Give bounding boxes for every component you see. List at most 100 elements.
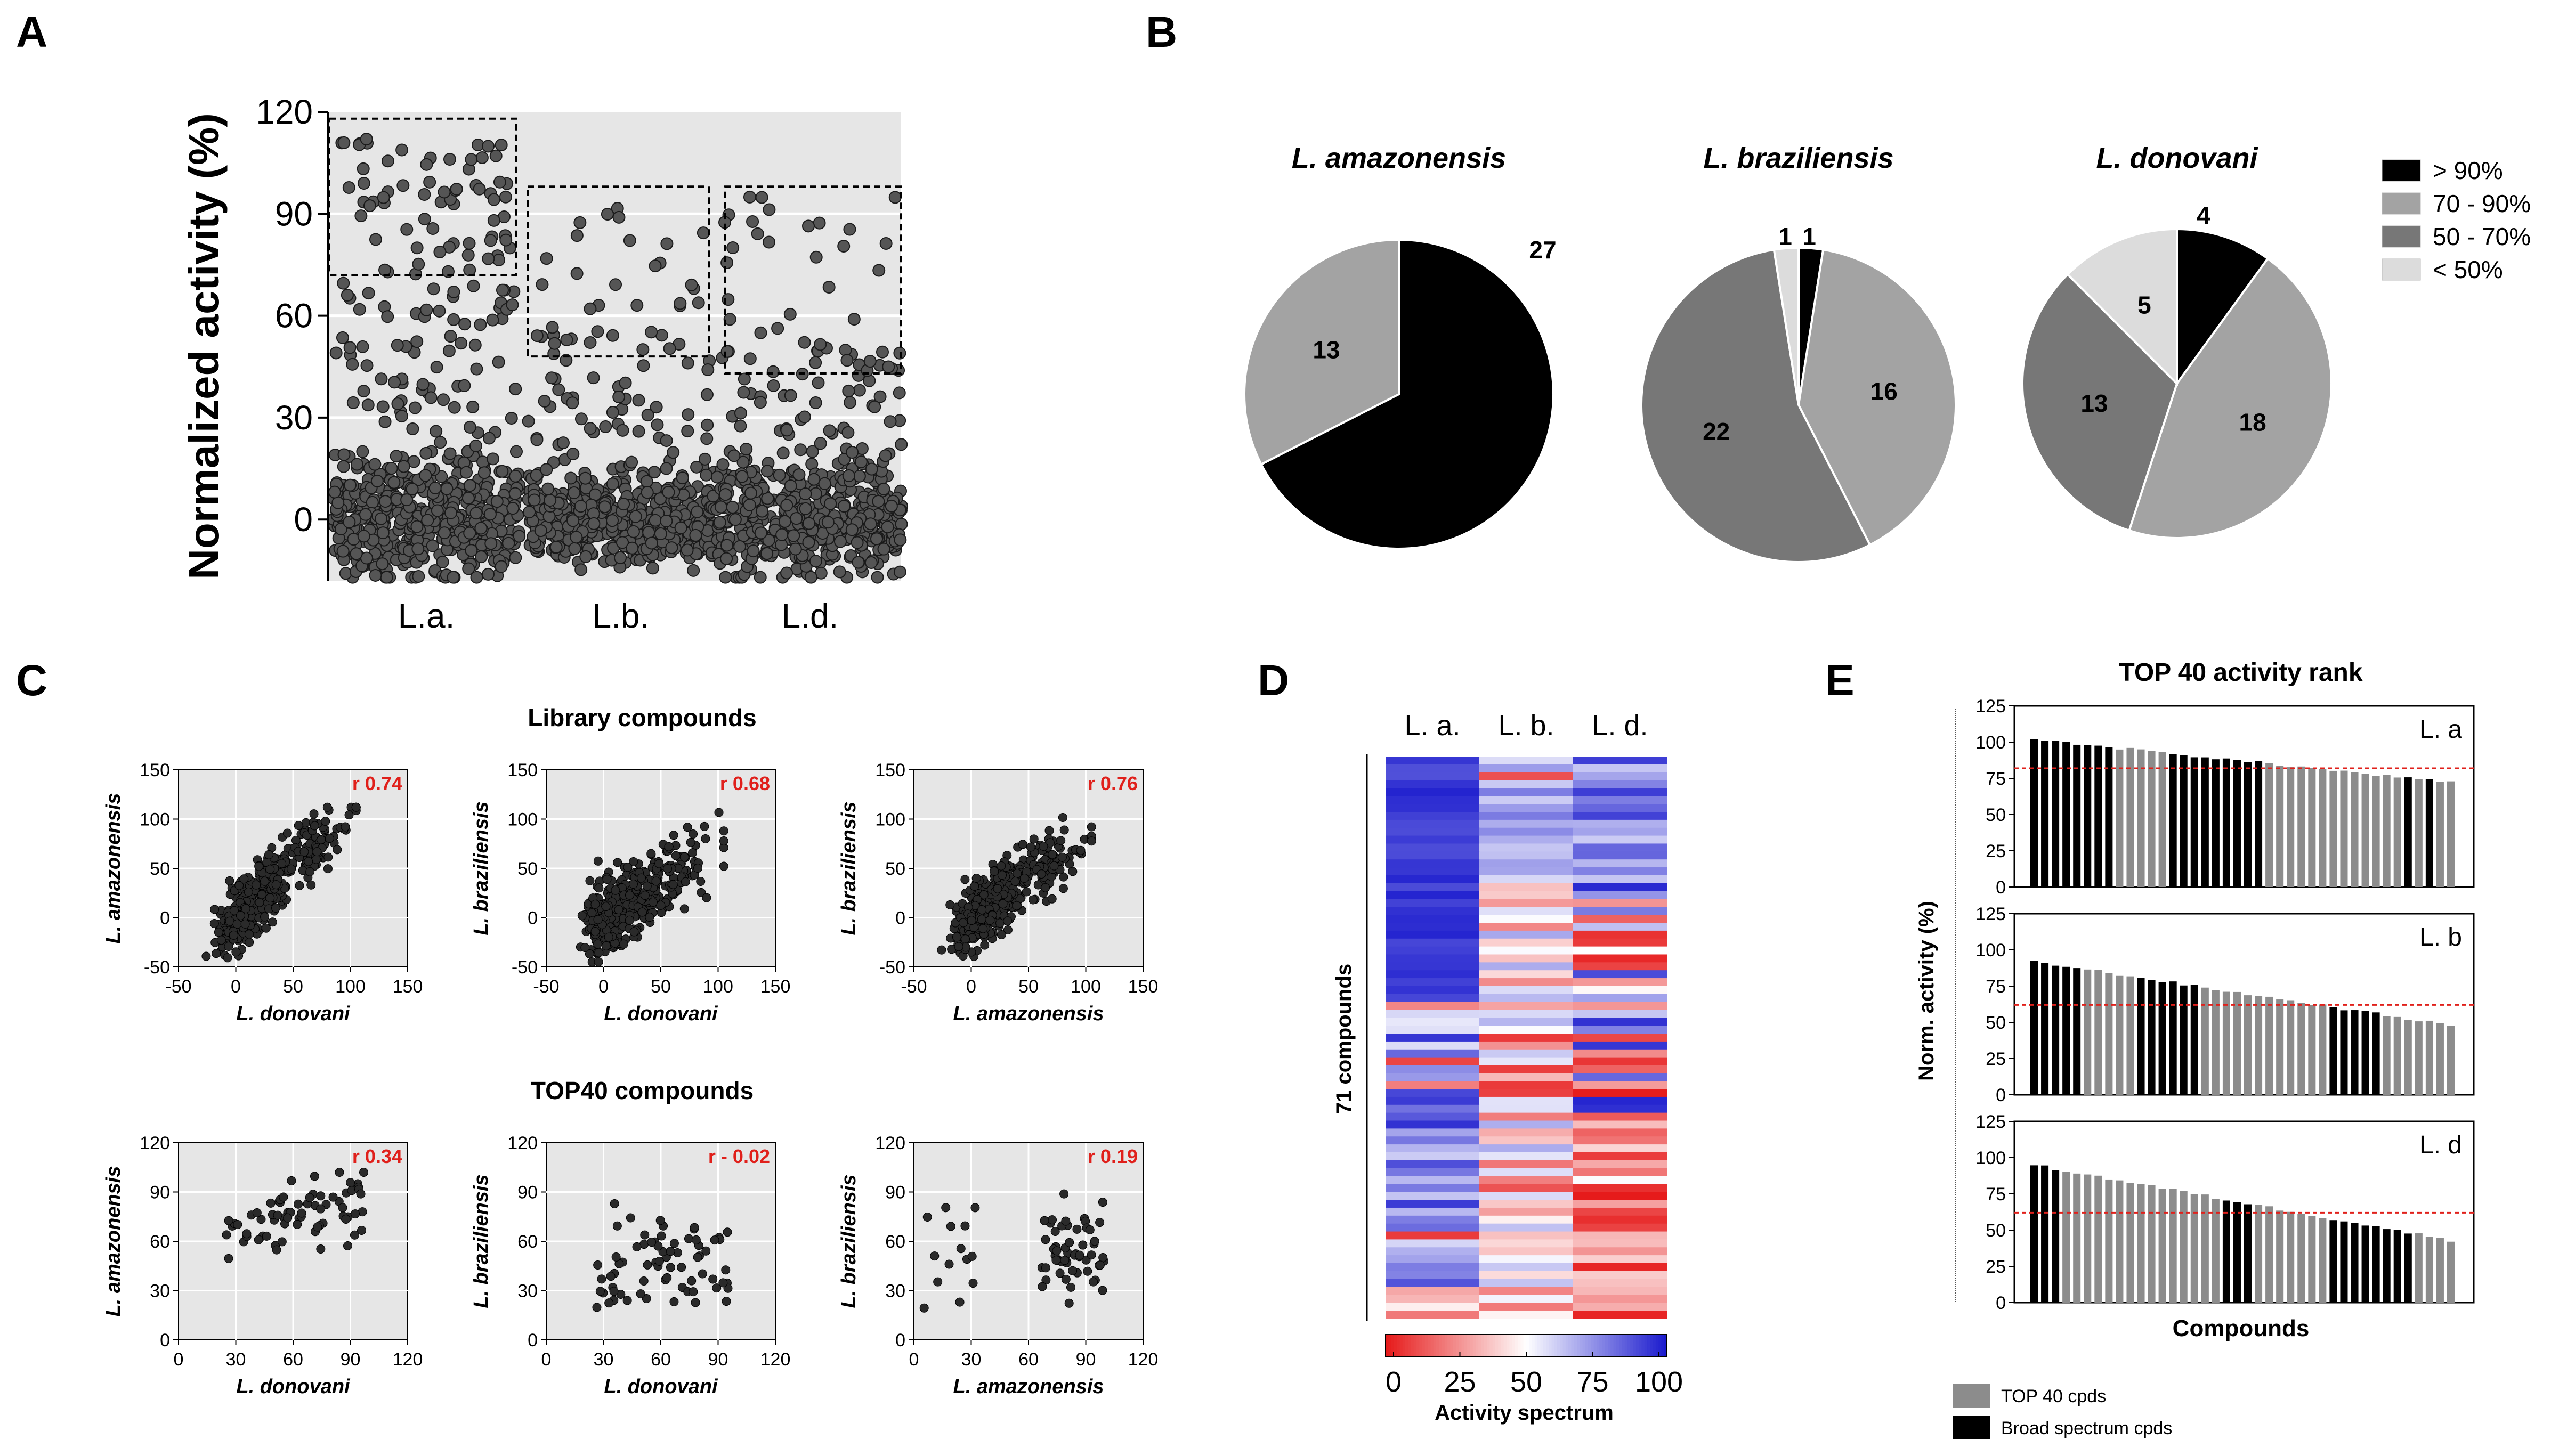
- panel-c-scatter-point: [1041, 1235, 1050, 1244]
- panel-c-scatter-point: [1056, 836, 1066, 845]
- panel-d-heatmap-cell: [1573, 1192, 1667, 1200]
- panel-c-scatter-point: [351, 802, 361, 812]
- panel-d-heatmap-cell: [1573, 1152, 1667, 1161]
- panel-e-bar: [2201, 1194, 2209, 1303]
- panel-c-scatter-point: [700, 821, 709, 831]
- panel-a-dot: [754, 571, 767, 584]
- panel-d-heatmap-cell: [1479, 1120, 1574, 1129]
- panel-d-heatmap-cell: [1479, 1057, 1574, 1066]
- panel-a-dot: [508, 487, 522, 500]
- panel-a-dot: [438, 526, 451, 540]
- panel-e-ylabel: Norm. activity (%): [1915, 901, 1938, 1081]
- panel-d-heatmap-cell: [1573, 1255, 1667, 1264]
- panel-a-dot: [408, 401, 422, 414]
- panel-a-dot: [487, 452, 500, 466]
- panel-a-dot: [463, 526, 476, 540]
- panel-a-dot: [809, 356, 822, 369]
- panel-d-heatmap-cell: [1479, 1160, 1574, 1169]
- panel-e-bar: [2308, 768, 2316, 887]
- panel-a-dot: [837, 500, 851, 513]
- panel-a-dot: [359, 508, 373, 521]
- panel-d-heatmap-cell: [1386, 1104, 1480, 1113]
- panel-b-legend-swatch: [2382, 258, 2421, 281]
- panel-a-dot: [418, 213, 431, 226]
- panel-e-bar: [2447, 1026, 2455, 1095]
- panel-a-dot: [893, 565, 906, 579]
- panel-a-dot: [530, 329, 544, 343]
- panel-d-heatmap-cell: [1386, 1049, 1480, 1058]
- panel-a-dots: [327, 133, 909, 584]
- panel-d-heatmap-cell: [1479, 1184, 1574, 1192]
- panel-a-dot: [369, 568, 382, 582]
- panel-c-scatter-point: [960, 1221, 970, 1231]
- panel-c-scatter-point: [698, 1269, 707, 1279]
- panel-d-heatmap-cell: [1386, 780, 1480, 788]
- panel-d-heatmap-cell: [1386, 986, 1480, 995]
- panel-a-dot: [458, 379, 471, 392]
- panel-c-scatter-point: [279, 1192, 288, 1202]
- panel-d-heatmap-cell: [1573, 788, 1667, 796]
- panel-b-slice-label: 27: [1529, 236, 1556, 264]
- panel-e-bar: [2361, 774, 2369, 887]
- panel-c-scatter-point: [960, 875, 970, 884]
- panel-c-scatter-point: [666, 1263, 675, 1272]
- panel-d-heatmap-cell: [1386, 764, 1480, 773]
- panel-a-dot: [646, 562, 659, 575]
- panel-e-ytick-label: 50: [1986, 805, 2006, 825]
- panel-a-dot: [541, 482, 555, 495]
- panel-d-heatmap-cell: [1479, 804, 1574, 812]
- panel-a-dot: [842, 384, 855, 397]
- panel-e-bar: [2436, 1023, 2444, 1095]
- panel-a-dot: [459, 466, 473, 479]
- panel-c-scatter-point: [1022, 887, 1031, 897]
- panel-d-heatmap-cell: [1386, 1073, 1480, 1081]
- panel-e-ytick-label: 50: [1986, 1013, 2006, 1033]
- panel-a-dot: [598, 500, 611, 514]
- panel-d-heatmap-cell: [1386, 962, 1480, 971]
- panel-a-dot: [640, 475, 653, 488]
- panel-d-heatmap-cell: [1573, 1073, 1667, 1081]
- panel-c-ytick-label: 30: [150, 1281, 170, 1302]
- panel-c-scatter-point: [1052, 1246, 1062, 1256]
- panel-a-dot: [846, 446, 859, 459]
- panel-a-dot: [727, 449, 741, 462]
- panel-c-scatter-point: [264, 850, 274, 859]
- panel-c-scatter-point: [351, 1209, 360, 1219]
- panel-a-dot: [587, 517, 601, 530]
- panel-a-dot: [895, 438, 908, 451]
- panel-c-scatter-point: [666, 1247, 675, 1256]
- panel-c-scatter-point: [691, 1298, 700, 1307]
- panel-e-bar: [2351, 1223, 2359, 1303]
- panel-c-xtick-label: 30: [594, 1349, 614, 1370]
- panel-d-heatmap-cell: [1479, 1041, 1574, 1050]
- panel-c-scatter-point: [668, 880, 678, 889]
- panel-e: TOP 40 activity rank 0 25 50 75 100 125 L. a 0 2…: [1915, 658, 2475, 1439]
- panel-d-colorbar-tick-label: 0: [1386, 1366, 1402, 1398]
- panel-c-scatter-point: [283, 1213, 293, 1223]
- panel-a-dot: [845, 523, 859, 536]
- panel-d-heatmap-cell: [1479, 1112, 1574, 1121]
- panel-a-dot: [720, 539, 734, 552]
- panel-d-heatmap-cell: [1573, 1247, 1667, 1256]
- panel-d-heatmap-cell: [1386, 1231, 1480, 1240]
- panel-c-scatter-point: [338, 1203, 347, 1213]
- panel-a-dot: [502, 536, 515, 550]
- panel-a-dot: [814, 338, 827, 351]
- panel-a-dot: [391, 397, 404, 411]
- panel-e-ytick-label: 25: [1986, 841, 2006, 861]
- panel-c-scatter-point: [654, 1256, 664, 1266]
- panel-c-scatter-point: [639, 1276, 649, 1286]
- panel-d-heatmap-cell: [1573, 962, 1667, 971]
- panel-c-ytick-label: 150: [140, 760, 170, 780]
- panel-a-dot: [334, 523, 347, 536]
- panel-b-pie-title: L. braziliensis: [1703, 142, 1893, 174]
- panel-c-xtick-label: 100: [1071, 977, 1101, 997]
- panel-a-dot: [662, 485, 675, 499]
- panel-c-scatter-point: [941, 1203, 951, 1213]
- panel-d-heatmap-cell: [1479, 1271, 1574, 1280]
- panel-c-scatter-point: [1090, 1237, 1099, 1246]
- panel-a-dot: [509, 445, 523, 458]
- panel-e-bar: [2244, 1204, 2252, 1303]
- panel-e-bar: [2287, 1000, 2295, 1095]
- panel-d-heatmap-cell: [1479, 1263, 1574, 1272]
